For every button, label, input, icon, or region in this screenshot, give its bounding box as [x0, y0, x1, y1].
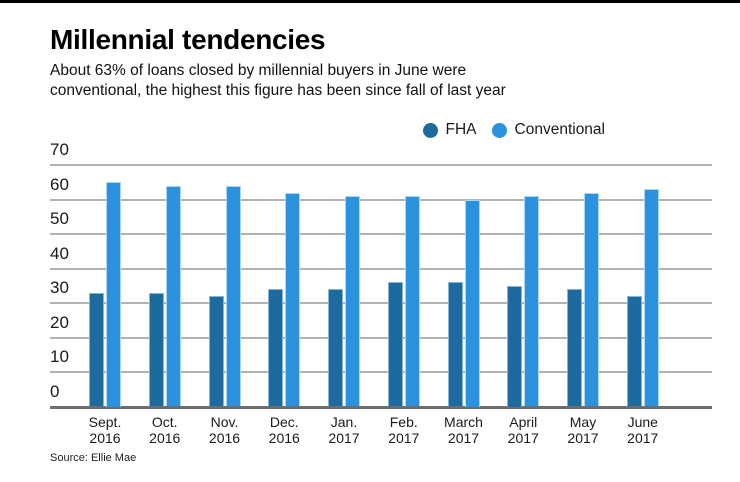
chart-subtitle: About 63% of loans closed by millennial … — [50, 62, 506, 99]
top-rule — [0, 0, 740, 3]
x-axis-label: Jan. 2017 — [328, 414, 360, 446]
bar-conventional-9 — [643, 189, 659, 407]
bar-conventional-4 — [345, 196, 360, 407]
y-tick-label: 20 — [50, 312, 69, 332]
gridline — [50, 371, 712, 373]
bar-conventional-2 — [225, 185, 241, 407]
bar-conventional-5 — [404, 196, 420, 407]
bar-conventional-0 — [106, 182, 121, 407]
bar-conventional-7 — [524, 196, 540, 407]
x-axis-label: April 2017 — [507, 414, 539, 446]
y-tick-label: 60 — [50, 174, 69, 194]
legend-label: FHA — [445, 121, 477, 138]
y-tick-label: 40 — [50, 243, 69, 263]
y-tick-label: 0 — [50, 381, 60, 401]
legend-item-fha: FHA — [422, 121, 477, 139]
gridline — [50, 336, 712, 339]
bar-conventional-8 — [584, 192, 599, 407]
legend-item-conventional: Conventional — [491, 121, 605, 139]
y-tick-label: 50 — [50, 209, 69, 228]
legend: FHA Conventional — [422, 121, 605, 139]
legend-label: Conventional — [514, 121, 605, 138]
bar-fha-8 — [567, 289, 582, 407]
legend-dot-conventional-icon — [491, 122, 507, 138]
x-axis-label: Dec. 2016 — [268, 414, 300, 446]
bar-fha-0 — [89, 292, 104, 407]
x-axis-label: March 2017 — [444, 414, 483, 446]
x-axis-label: Nov. 2016 — [208, 414, 241, 446]
y-tick-label: 70 — [50, 140, 69, 159]
bar-fha-4 — [328, 289, 343, 407]
x-axis-label: June 2017 — [627, 414, 659, 446]
bar-conventional-6 — [464, 199, 480, 407]
bar-fha-2 — [208, 296, 224, 407]
bar-fha-7 — [507, 285, 523, 407]
x-axis-label: May 2017 — [567, 414, 599, 446]
bar-conventional-1 — [165, 185, 181, 407]
x-axis-line — [50, 405, 712, 409]
x-axis-label: Feb. 2017 — [388, 414, 420, 446]
gridline — [50, 267, 712, 270]
y-tick-label: 10 — [50, 347, 69, 366]
gridline — [50, 302, 712, 304]
gridline — [50, 164, 712, 166]
gridline — [50, 233, 712, 235]
bar-fha-5 — [387, 282, 403, 407]
y-tick-label: 30 — [50, 278, 69, 297]
x-axis-label: Sept. 2016 — [88, 414, 122, 446]
bar-fha-3 — [268, 289, 284, 407]
bar-fha-1 — [148, 292, 164, 407]
legend-dot-fha-icon — [422, 122, 438, 138]
gridline — [50, 198, 712, 201]
x-axis-label: Oct. 2016 — [149, 414, 181, 446]
bar-fha-9 — [626, 296, 642, 407]
bar-conventional-3 — [285, 192, 301, 407]
source-note: Source: Ellie Mae — [50, 452, 137, 464]
chart-title: Millennial tendencies — [50, 24, 326, 55]
bar-fha-6 — [447, 282, 463, 407]
